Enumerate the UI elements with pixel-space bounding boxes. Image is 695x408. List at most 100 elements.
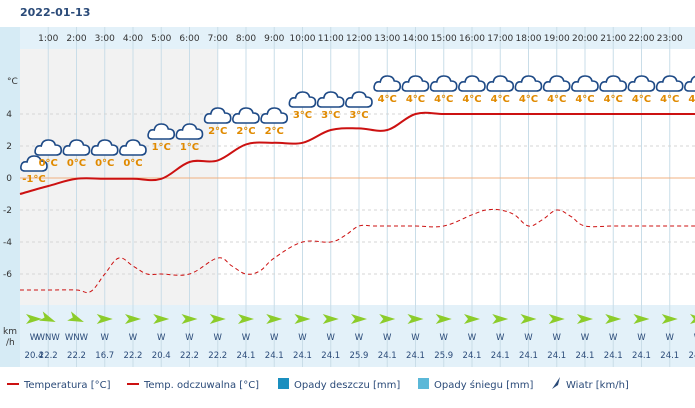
wind-speed: 25.9: [350, 351, 369, 361]
hour-label: 16:00: [459, 34, 485, 44]
temperature-label: 4°C: [547, 94, 566, 105]
cloud-shape: [571, 75, 599, 92]
wind-speed: 24.1: [378, 351, 397, 361]
cloud-icon: [684, 75, 695, 92]
wind-direction: W: [101, 333, 110, 343]
wind-speed: 24.1: [604, 351, 623, 361]
temperature-label: 4°C: [688, 94, 695, 105]
temperature-label: 2°C: [236, 126, 255, 137]
cloud-icon: [655, 75, 684, 92]
legend-snow: Opady śniegu [mm]: [434, 379, 534, 391]
y-tick-label: 4: [6, 110, 12, 120]
wind-arrow-shape: [435, 314, 452, 324]
night-band: [20, 49, 218, 305]
cloud-shape: [175, 123, 204, 140]
y-axis-unit: °C: [7, 77, 18, 87]
cloud-icon: [401, 75, 430, 92]
hour-label: 14:00: [403, 34, 429, 44]
hour-label: 10:00: [290, 34, 316, 44]
hour-label: 9:00: [264, 34, 284, 44]
wind-arrow-shape: [351, 314, 367, 324]
wind-direction: W: [666, 333, 675, 343]
y-tick-label: 0: [6, 174, 12, 184]
wind-arrow-icon: [322, 314, 339, 324]
wind-direction: W: [553, 333, 562, 343]
wind-direction: W: [270, 333, 279, 343]
wind-arrow-shape: [577, 314, 593, 324]
wind-arrow-shape: [492, 314, 509, 324]
night-shading: [20, 49, 218, 305]
wind-direction: W: [694, 333, 695, 343]
wind-direction: W: [129, 333, 138, 343]
wind-arrow-shape: [181, 314, 198, 324]
cloud-icon: [571, 75, 599, 92]
wind-arrow-icon: [661, 314, 678, 324]
left-axis-panel: [0, 27, 20, 367]
wind-arrow-shape: [464, 314, 480, 324]
hour-label: 22:00: [629, 34, 655, 44]
wind-arrow-shape: [661, 314, 678, 324]
temperature-label: 4°C: [575, 94, 594, 105]
wind-arrow-icon: [67, 311, 84, 322]
wind-speed: 24.1: [632, 351, 651, 361]
cloud-icon: [232, 107, 260, 124]
wind-speed: 24.1: [321, 351, 340, 361]
hour-label: 17:00: [487, 34, 513, 44]
wind-arrow-icon: [605, 314, 622, 324]
hour-label: 19:00: [544, 34, 570, 44]
hour-label: 4:00: [123, 34, 143, 44]
wind-speed: 24.1: [547, 351, 566, 361]
cloud-icon: [119, 139, 147, 156]
cloud-icon: [288, 91, 317, 108]
wind-direction: W: [411, 333, 420, 343]
wind-arrow-shape: [294, 314, 311, 324]
hour-label: 15:00: [431, 34, 457, 44]
wind-speed: 24.1: [689, 351, 695, 361]
cloud-icon: [542, 75, 571, 92]
cloud-icon: [260, 107, 289, 124]
wind-speed: 25.9: [434, 351, 453, 361]
wind-speed: 22.2: [67, 351, 86, 361]
wind-speed: 20.4: [152, 351, 171, 361]
hour-label: 23:00: [657, 34, 683, 44]
wind-direction: W: [609, 333, 618, 343]
wind-direction: W: [468, 333, 477, 343]
wind-direction: W: [185, 333, 194, 343]
cloud-icon: [203, 107, 232, 124]
temperature-label: 4°C: [462, 94, 481, 105]
date-title: 2022-01-13: [20, 6, 90, 19]
wind-arrow-icon: [238, 314, 254, 324]
temperature-label: 1°C: [180, 142, 199, 153]
wind-arrow-icon: [209, 314, 226, 324]
wind-speed: 22.2: [124, 351, 143, 361]
wind-direction: W: [157, 333, 166, 343]
y-tick-label: -4: [3, 238, 12, 248]
wind-arrow-icon: [266, 314, 283, 324]
legend: Temperatura [°C] Temp. odczuwalna [°C] O…: [7, 377, 629, 391]
wind-direction: W: [524, 333, 533, 343]
wind-arrow-icon: [294, 314, 311, 324]
hour-label: 20:00: [572, 34, 598, 44]
wind-arrow-icon: [435, 314, 452, 324]
wind-arrow-shape: [38, 311, 56, 322]
cloud-shape: [316, 91, 345, 108]
wind-direction: WNW: [37, 333, 61, 343]
cloud-icon: [486, 75, 515, 92]
hour-label: 12:00: [346, 34, 372, 44]
cloud-shape: [260, 107, 289, 124]
cloud-shape: [232, 107, 260, 124]
wind-arrow-icon: [492, 314, 509, 324]
wind-speed: 20.4: [25, 351, 44, 361]
wind-arrow-shape: [67, 311, 84, 322]
wind-direction: W: [298, 333, 307, 343]
cloud-icon: [514, 75, 543, 92]
wind-speed: 22.2: [180, 351, 199, 361]
hour-label: 2:00: [66, 34, 86, 44]
temperature-series-line: [19, 111, 695, 195]
wind-arrow-icon: [96, 314, 113, 324]
hour-label: 7:00: [208, 34, 228, 44]
wind-arrow-shape: [209, 314, 226, 324]
legend-wind-icon: [552, 377, 560, 389]
cloud-shape: [90, 139, 119, 156]
